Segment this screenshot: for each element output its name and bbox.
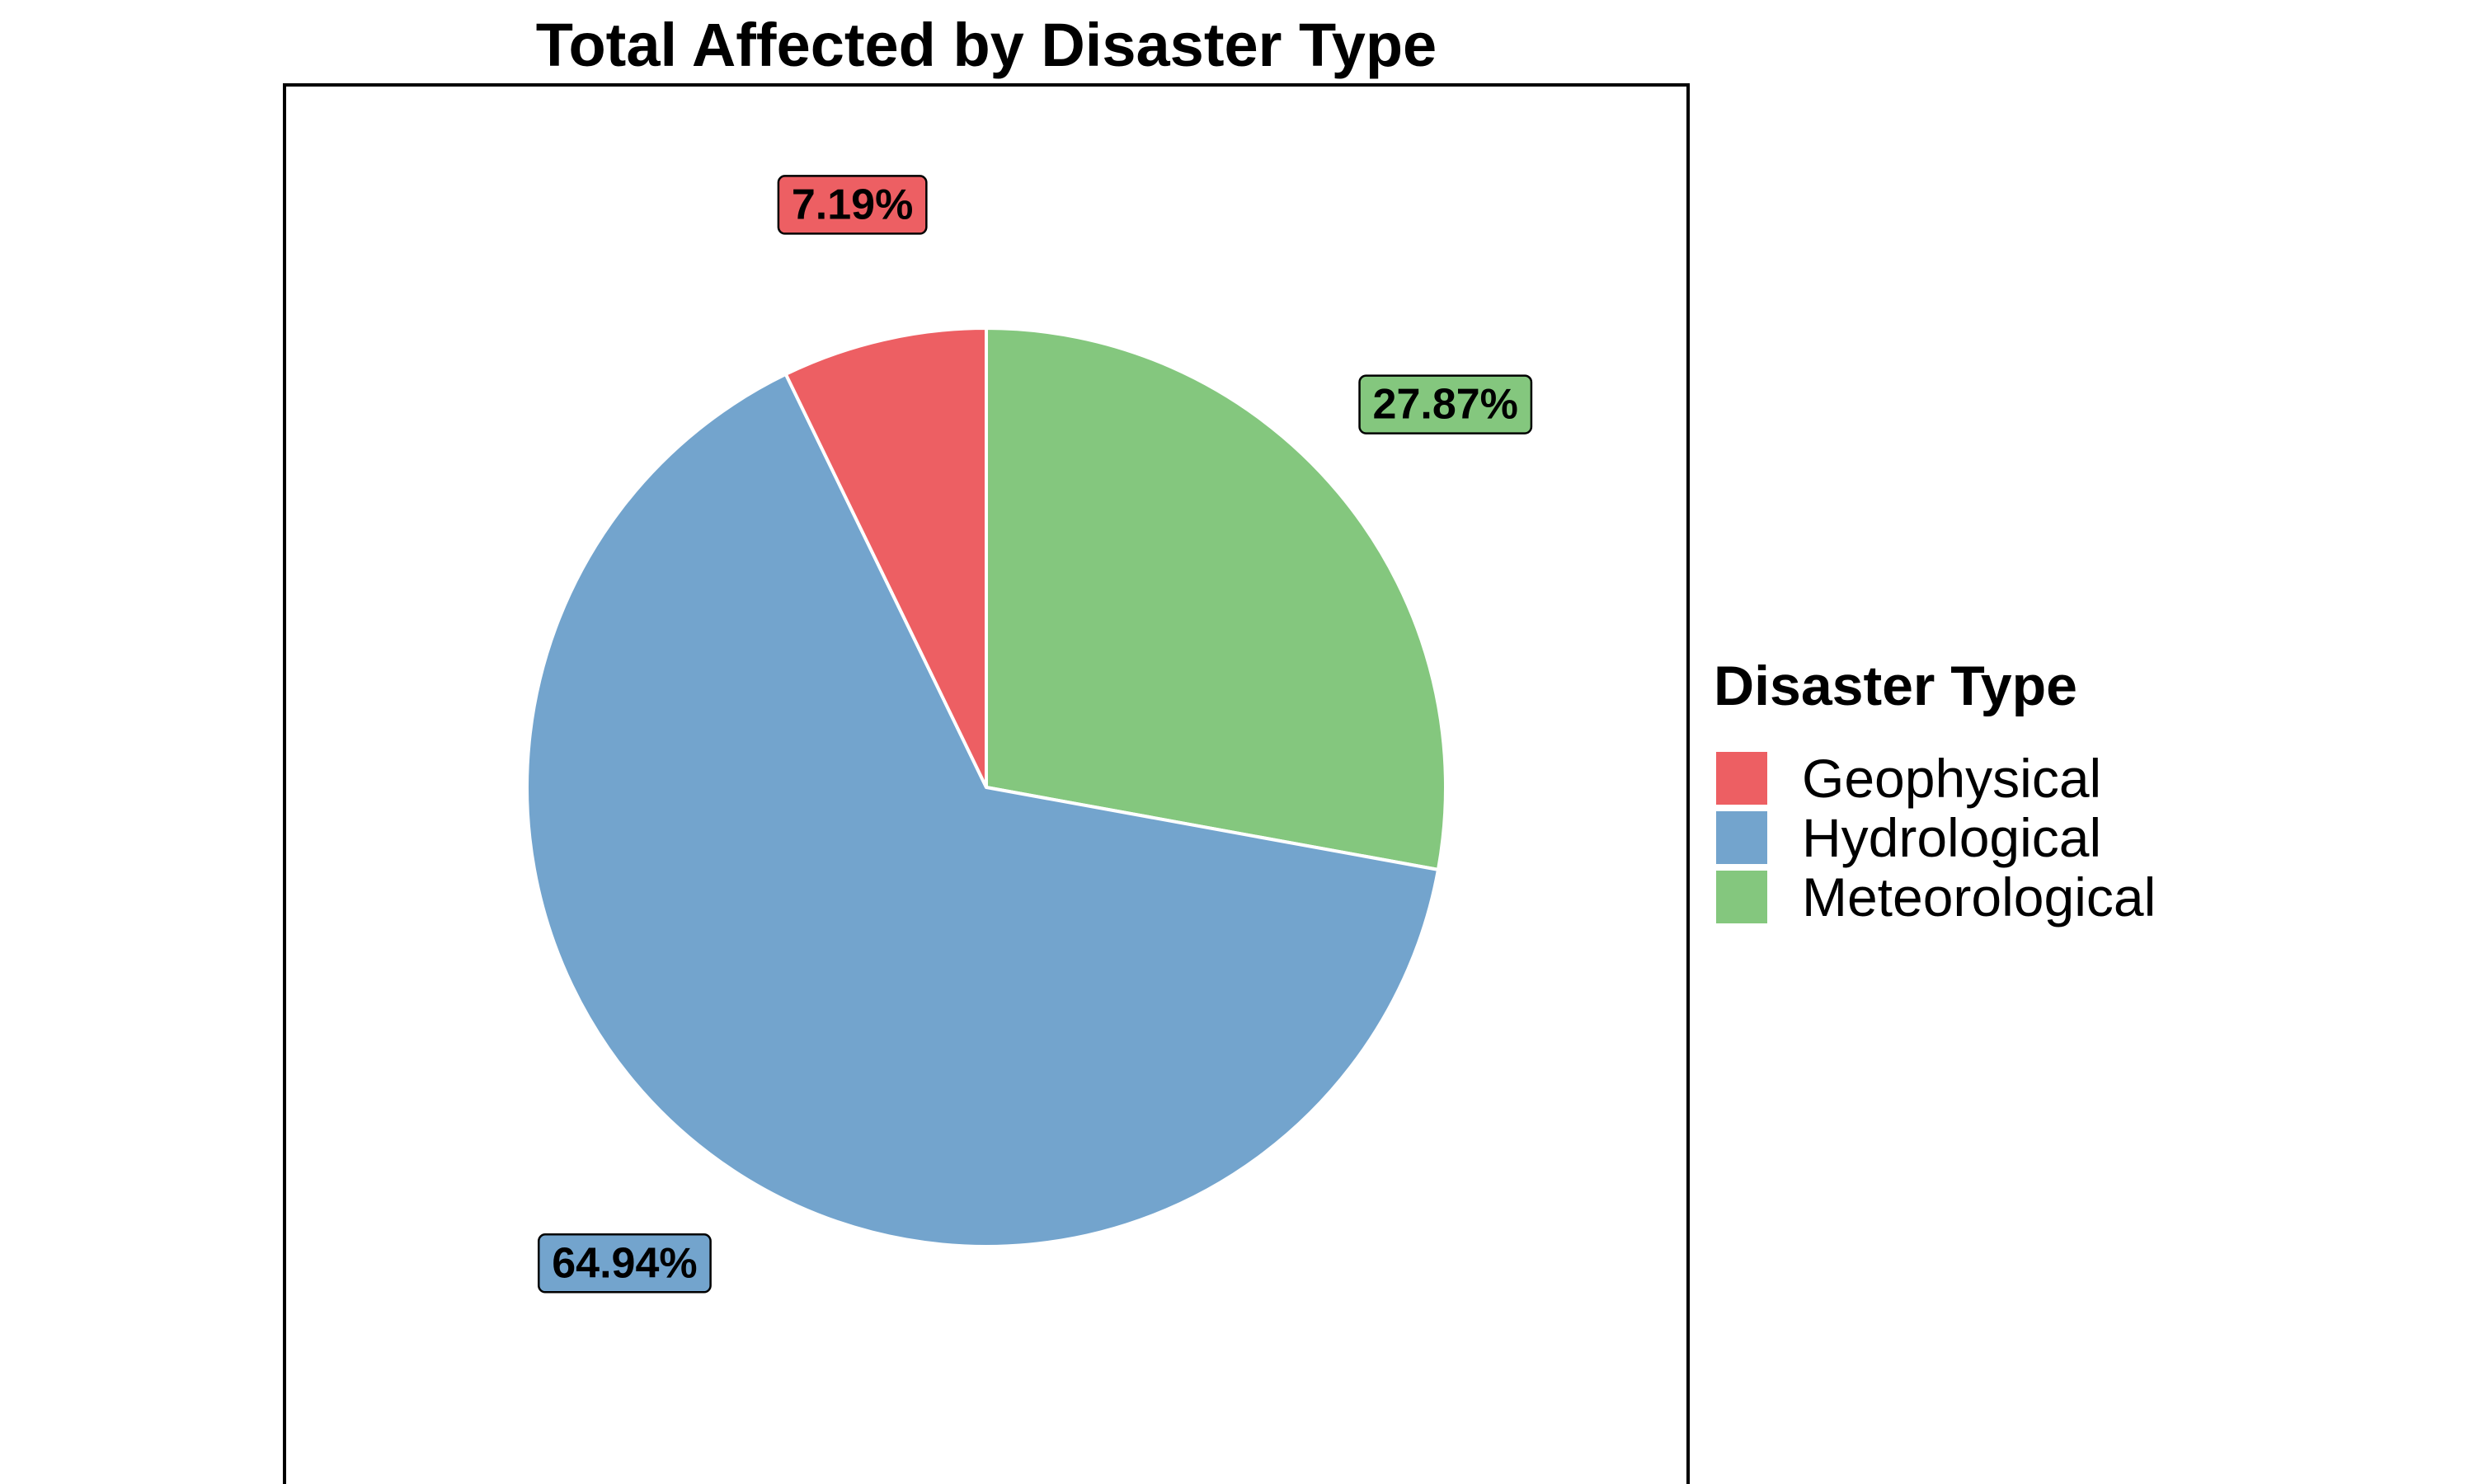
legend-label: Hydrological bbox=[1802, 807, 2101, 868]
slice-label-box bbox=[777, 175, 928, 235]
pie-slice-hydrological bbox=[525, 372, 1440, 1248]
slice-label-geophysical: 7.19% bbox=[777, 175, 928, 235]
chart-title: Total Affected by Disaster Type bbox=[536, 11, 1437, 79]
legend-label: Meteorological bbox=[1802, 866, 2156, 928]
slice-label-meteorological: 27.87% bbox=[1358, 374, 1533, 434]
legend-swatch bbox=[1716, 811, 1767, 864]
slice-label-box bbox=[1358, 374, 1533, 434]
slice-label-text: 64.94% bbox=[552, 1239, 697, 1287]
legend: Disaster Type GeophysicalHydrologicalMet… bbox=[1714, 655, 2156, 928]
pie-slice-meteorological bbox=[985, 326, 1447, 871]
legend-swatch bbox=[1716, 752, 1767, 805]
legend-label: Geophysical bbox=[1802, 748, 2101, 809]
slice-label-box bbox=[537, 1233, 712, 1294]
pie-slice-geophysical bbox=[783, 326, 988, 789]
pie bbox=[525, 326, 1447, 1248]
legend-swatch bbox=[1716, 871, 1767, 923]
legend-item-hydrological: Hydrological bbox=[1716, 807, 2101, 868]
legend-item-meteorological: Meteorological bbox=[1716, 866, 2156, 928]
slice-label-text: 7.19% bbox=[792, 181, 913, 228]
legend-item-geophysical: Geophysical bbox=[1716, 748, 2101, 809]
legend-title: Disaster Type bbox=[1714, 655, 2077, 717]
slice-labels: 27.87% 64.94% 7.19% bbox=[537, 175, 1533, 1294]
plot-frame bbox=[283, 83, 1690, 1484]
slice-label-hydrological: 64.94% bbox=[537, 1233, 712, 1294]
slice-label-text: 27.87% bbox=[1373, 381, 1518, 429]
